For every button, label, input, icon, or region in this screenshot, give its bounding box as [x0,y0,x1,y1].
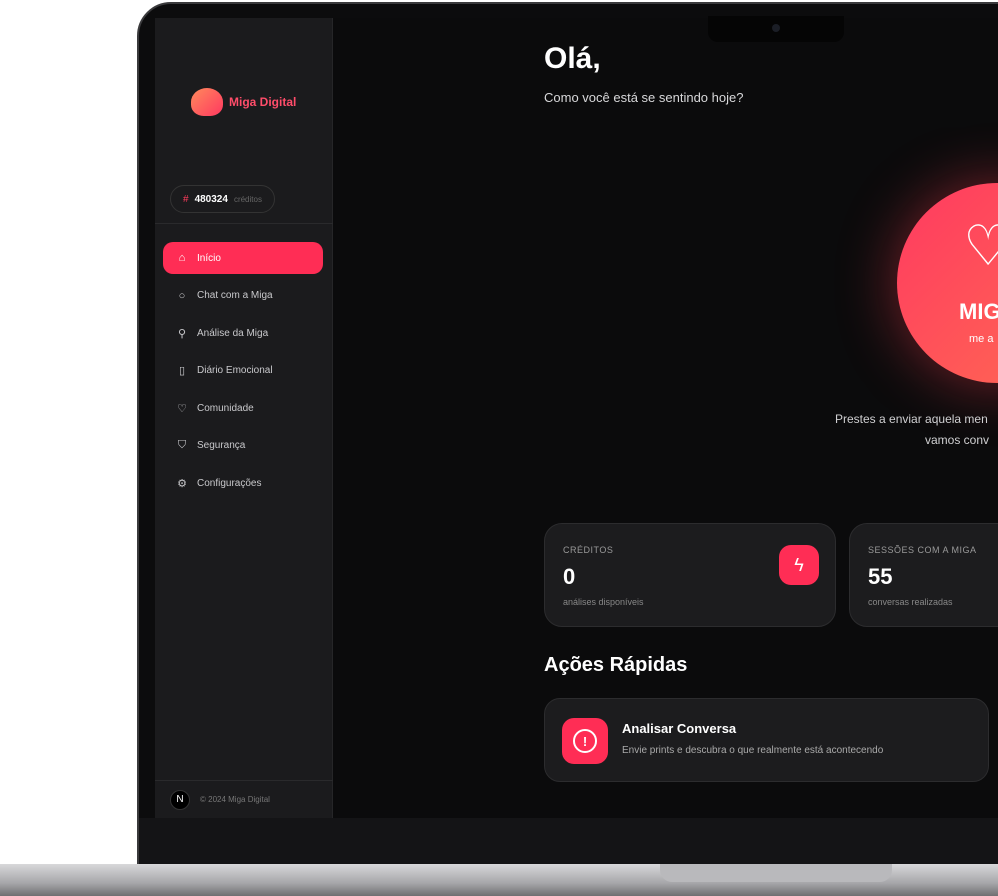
orb-subtitle: me a [969,333,994,345]
brand-logo[interactable]: Miga Digital [191,88,296,116]
sidebar-item-label: Comunidade [197,402,254,414]
laptop-chin [139,818,998,866]
credits-label: créditos [233,194,262,204]
stat-card-creditos: CRÉDITOS 0 análises disponíveis ϟ [544,523,836,627]
page-subtitle: Como você está se sentindo hoje? [544,90,744,105]
sidebar-item-label: Diário Emocional [197,365,273,377]
credits-badge: # 480324 créditos [170,185,275,213]
stat-card-sessoes: SESSÕES COM A MIGA 55 conversas realizad… [849,523,998,627]
stat-label: SESSÕES COM A MIGA [868,545,977,555]
heart-icon: ♡ [177,402,187,415]
stat-value: 0 [563,564,576,589]
orb-title: MIG [959,299,998,324]
quick-action-title: Analisar Conversa [622,721,737,736]
home-icon: ⌂ [178,252,186,264]
page-title: Olá, [544,42,601,75]
section-title: Ações Rápidas [544,654,688,676]
sidebar-item-label: Segurança [197,440,246,452]
sidebar-item-analise[interactable]: ⚲ Análise da Miga [163,317,323,349]
stat-caption: conversas realizadas [868,597,953,607]
sidebar-item-inicio[interactable]: ⌂ Início [163,242,323,274]
credits-value: 480324 [194,193,228,205]
stat-caption: análises disponíveis [563,597,644,607]
heart-logo-icon [191,88,223,116]
book-icon: ▯ [178,365,186,378]
hash-icon: # [183,193,189,205]
lightning-icon[interactable]: ϟ [779,545,819,585]
camera-notch [708,16,844,42]
sidebar-nav: ⌂ Início ○ Chat com a Miga ⚲ Análise da Mig… [163,242,323,505]
prompt-text: Prestes a enviar aquela men vamos conv [835,409,998,451]
quick-action-analisar[interactable]: ! Analisar Conversa Envie prints e descu… [544,698,989,782]
sidebar-item-label: Início [197,252,221,264]
gear-icon: ⚙ [177,478,187,491]
camera-icon [772,24,780,32]
sidebar-item-label: Chat com a Miga [197,290,273,302]
app-screen: Miga Digital # 480324 créditos ⌂ Início ○… [155,18,998,818]
sidebar: Miga Digital # 480324 créditos ⌂ Início ○… [155,18,333,818]
sidebar-footer: N © 2024 Miga Digital [155,780,333,818]
avatar[interactable]: N [170,789,190,810]
quick-action-description: Envie prints e descubra o que realmente … [622,745,884,756]
prompt-line: vamos conv [925,433,990,447]
sidebar-item-label: Análise da Miga [197,327,269,339]
miga-orb-button[interactable]: ♡ MIG me a [897,183,998,383]
sidebar-item-configuracoes[interactable]: ⚙ Configurações [163,468,323,500]
sidebar-item-comunidade[interactable]: ♡ Comunidade [163,392,323,424]
copyright: © 2024 Miga Digital [200,795,270,804]
sidebar-item-diario[interactable]: ▯ Diário Emocional [163,355,323,387]
stat-value: 55 [868,564,893,589]
brand-name: Miga Digital [229,95,297,109]
search-icon: ⚲ [177,327,187,340]
laptop-groove [660,864,892,882]
chat-icon: ○ [178,289,186,302]
stat-label: CRÉDITOS [563,545,614,555]
sidebar-item-chat[interactable]: ○ Chat com a Miga [163,280,323,312]
sidebar-item-label: Configurações [197,478,262,490]
sidebar-item-seguranca[interactable]: ⛉ Segurança [163,430,323,462]
shield-icon: ⛉ [177,439,187,452]
heart-icon: ♡ [963,214,998,277]
prompt-line: Prestes a enviar aquela men [835,412,988,426]
alert-circle-icon: ! [562,718,608,764]
divider [155,223,333,224]
